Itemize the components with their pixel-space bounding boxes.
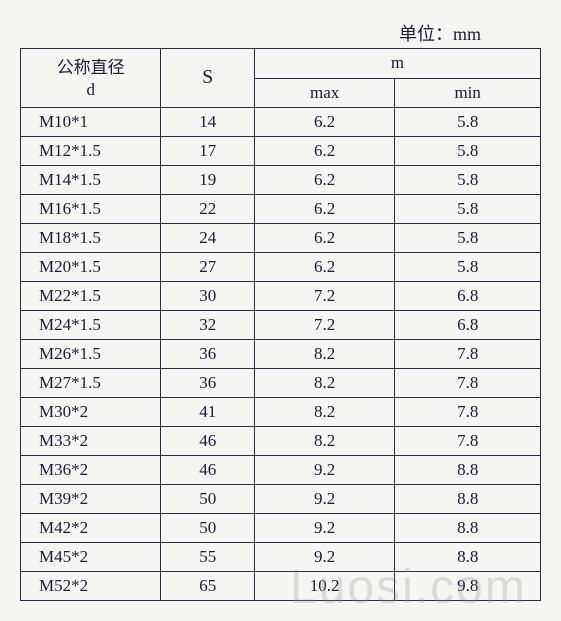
cell-d: M12*1.5 [21, 136, 161, 165]
cell-min: 8.8 [395, 484, 541, 513]
cell-max: 9.2 [254, 484, 394, 513]
cell-max: 6.2 [254, 252, 394, 281]
table-row: M20*1.5276.25.8 [21, 252, 541, 281]
cell-max: 6.2 [254, 136, 394, 165]
header-s: S [161, 49, 255, 108]
cell-s: 65 [161, 571, 255, 600]
cell-max: 8.2 [254, 368, 394, 397]
cell-max: 7.2 [254, 281, 394, 310]
cell-min: 8.8 [395, 513, 541, 542]
table-row: M26*1.5368.27.8 [21, 339, 541, 368]
cell-min: 6.8 [395, 281, 541, 310]
cell-min: 8.8 [395, 542, 541, 571]
cell-max: 8.2 [254, 339, 394, 368]
cell-d: M14*1.5 [21, 165, 161, 194]
header-d-top: 公称直径 [21, 49, 161, 79]
cell-d: M36*2 [21, 455, 161, 484]
unit-label: 单位：mm [20, 20, 541, 46]
cell-min: 8.8 [395, 455, 541, 484]
cell-s: 24 [161, 223, 255, 252]
table-row: M30*2418.27.8 [21, 397, 541, 426]
header-row-1: 公称直径 S m [21, 49, 541, 79]
cell-s: 50 [161, 484, 255, 513]
table-row: M39*2509.28.8 [21, 484, 541, 513]
cell-d: M10*1 [21, 107, 161, 136]
cell-max: 6.2 [254, 107, 394, 136]
table-row: M33*2468.27.8 [21, 426, 541, 455]
cell-d: M52*2 [21, 571, 161, 600]
cell-s: 22 [161, 194, 255, 223]
cell-max: 8.2 [254, 397, 394, 426]
cell-s: 46 [161, 426, 255, 455]
header-row-2: d max min [21, 78, 541, 107]
cell-min: 5.8 [395, 165, 541, 194]
header-max: max [254, 78, 394, 107]
cell-max: 9.2 [254, 513, 394, 542]
cell-s: 36 [161, 368, 255, 397]
cell-d: M20*1.5 [21, 252, 161, 281]
cell-d: M18*1.5 [21, 223, 161, 252]
table-body: M10*1146.25.8M12*1.5176.25.8M14*1.5196.2… [21, 107, 541, 600]
cell-min: 6.8 [395, 310, 541, 339]
cell-s: 41 [161, 397, 255, 426]
cell-d: M24*1.5 [21, 310, 161, 339]
cell-max: 10.2 [254, 571, 394, 600]
cell-min: 7.8 [395, 339, 541, 368]
cell-s: 19 [161, 165, 255, 194]
cell-max: 6.2 [254, 165, 394, 194]
header-min: min [395, 78, 541, 107]
cell-max: 6.2 [254, 223, 394, 252]
cell-min: 5.8 [395, 223, 541, 252]
cell-d: M16*1.5 [21, 194, 161, 223]
cell-d: M22*1.5 [21, 281, 161, 310]
table-row: M45*2559.28.8 [21, 542, 541, 571]
cell-s: 14 [161, 107, 255, 136]
table-row: M42*2509.28.8 [21, 513, 541, 542]
table-row: M36*2469.28.8 [21, 455, 541, 484]
cell-s: 36 [161, 339, 255, 368]
table-row: M14*1.5196.25.8 [21, 165, 541, 194]
cell-min: 9.8 [395, 571, 541, 600]
header-m: m [254, 49, 540, 79]
spec-table: 公称直径 S m d max min M10*1146.25.8M12*1.51… [20, 48, 541, 601]
table-header: 公称直径 S m d max min [21, 49, 541, 108]
cell-d: M30*2 [21, 397, 161, 426]
cell-s: 17 [161, 136, 255, 165]
cell-min: 7.8 [395, 426, 541, 455]
cell-min: 5.8 [395, 194, 541, 223]
cell-s: 27 [161, 252, 255, 281]
table-row: M12*1.5176.25.8 [21, 136, 541, 165]
cell-d: M26*1.5 [21, 339, 161, 368]
table-row: M27*1.5368.27.8 [21, 368, 541, 397]
table-row: M10*1146.25.8 [21, 107, 541, 136]
cell-d: M33*2 [21, 426, 161, 455]
cell-s: 50 [161, 513, 255, 542]
cell-max: 6.2 [254, 194, 394, 223]
cell-d: M39*2 [21, 484, 161, 513]
table-row: M18*1.5246.25.8 [21, 223, 541, 252]
cell-s: 46 [161, 455, 255, 484]
cell-min: 5.8 [395, 136, 541, 165]
cell-min: 5.8 [395, 252, 541, 281]
cell-max: 9.2 [254, 542, 394, 571]
cell-min: 5.8 [395, 107, 541, 136]
header-d-bot: d [21, 78, 161, 107]
cell-max: 8.2 [254, 426, 394, 455]
cell-max: 9.2 [254, 455, 394, 484]
cell-d: M45*2 [21, 542, 161, 571]
cell-max: 7.2 [254, 310, 394, 339]
table-row: M16*1.5226.25.8 [21, 194, 541, 223]
table-container: 单位：mm 公称直径 S m d max min M10*1146.25.8M1… [20, 20, 541, 601]
table-row: M24*1.5327.26.8 [21, 310, 541, 339]
cell-s: 30 [161, 281, 255, 310]
cell-min: 7.8 [395, 368, 541, 397]
cell-d: M27*1.5 [21, 368, 161, 397]
table-row: M52*26510.29.8 [21, 571, 541, 600]
cell-s: 55 [161, 542, 255, 571]
cell-min: 7.8 [395, 397, 541, 426]
cell-s: 32 [161, 310, 255, 339]
cell-d: M42*2 [21, 513, 161, 542]
table-row: M22*1.5307.26.8 [21, 281, 541, 310]
